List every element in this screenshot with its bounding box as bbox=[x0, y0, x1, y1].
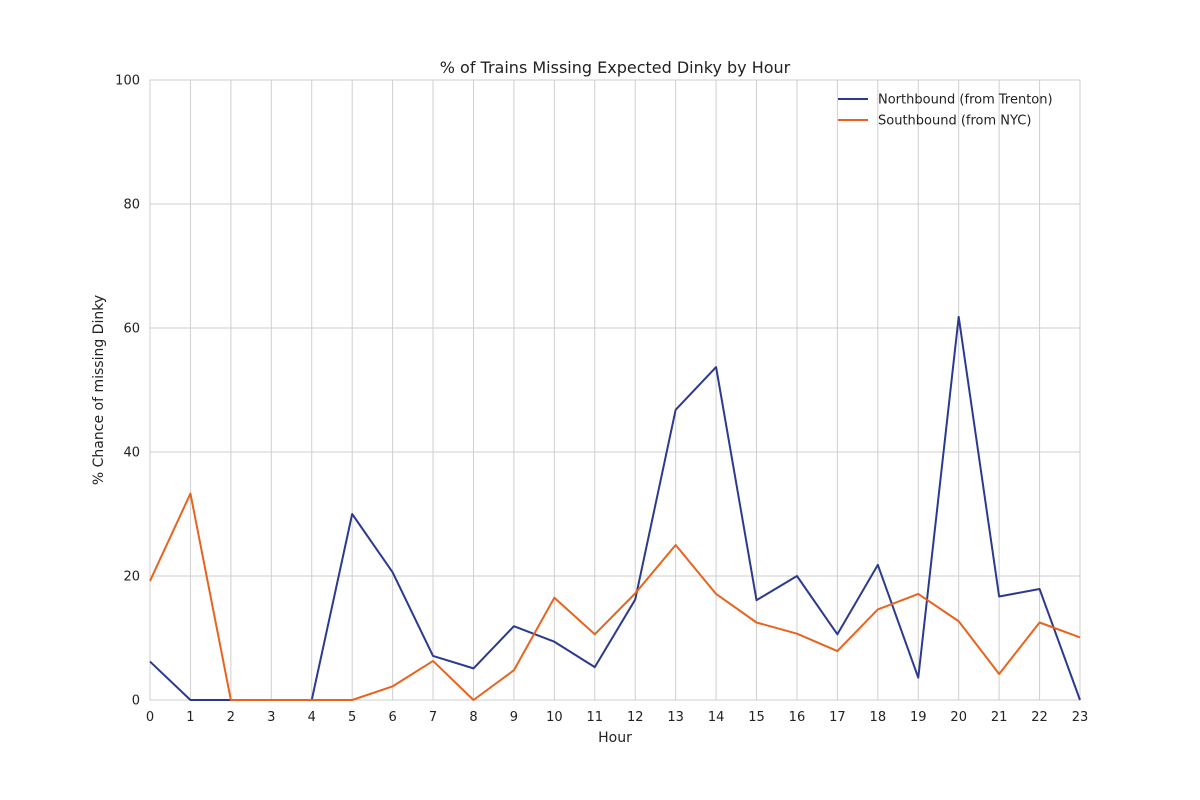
x-tick-label: 6 bbox=[388, 710, 396, 725]
x-tick-label: 14 bbox=[708, 710, 725, 725]
x-tick-label: 20 bbox=[950, 710, 967, 725]
x-tick-label: 1 bbox=[186, 710, 194, 725]
x-tick-label: 13 bbox=[667, 710, 684, 725]
y-axis-label: % Chance of missing Dinky bbox=[91, 295, 107, 485]
chart-title: % of Trains Missing Expected Dinky by Ho… bbox=[440, 58, 791, 77]
x-tick-label: 7 bbox=[429, 710, 437, 725]
x-tick-label: 4 bbox=[308, 710, 316, 725]
x-tick-label: 3 bbox=[267, 710, 275, 725]
x-tick-label: 22 bbox=[1031, 710, 1048, 725]
x-tick-labels: 0 1 2 3 4 5 6 7 8 9 10 11 12 13 14 15 16 17 18 19 20 21 22 23 bbox=[146, 710, 1088, 725]
x-tick-label: 21 bbox=[991, 710, 1008, 725]
y-tick-labels: 0 20 40 60 80 100 bbox=[115, 74, 140, 709]
x-tick-label: 23 bbox=[1072, 710, 1089, 725]
x-tick-label: 2 bbox=[227, 710, 235, 725]
y-tick-label: 0 bbox=[132, 694, 140, 709]
x-tick-label: 16 bbox=[789, 710, 806, 725]
legend-entry-label: Southbound (from NYC) bbox=[878, 114, 1031, 129]
x-tick-label: 12 bbox=[627, 710, 644, 725]
series-lines bbox=[149, 315, 1081, 701]
x-axis-label: Hour bbox=[598, 730, 632, 746]
x-tick-label: 9 bbox=[510, 710, 518, 725]
y-tick-label: 100 bbox=[115, 74, 140, 89]
y-tick-label: 40 bbox=[123, 446, 140, 461]
x-tick-label: 5 bbox=[348, 710, 356, 725]
x-tick-label: 17 bbox=[829, 710, 846, 725]
gridlines bbox=[149, 79, 1081, 701]
y-tick-label: 60 bbox=[123, 322, 140, 337]
series-line-southbound bbox=[149, 492, 1081, 701]
legend: Northbound (from Trenton) Southbound (fro… bbox=[838, 93, 1053, 129]
plot-frame bbox=[149, 79, 1081, 701]
x-tick-label: 15 bbox=[748, 710, 765, 725]
x-tick-label: 19 bbox=[910, 710, 927, 725]
x-tick-label: 11 bbox=[587, 710, 604, 725]
x-tick-label: 8 bbox=[469, 710, 477, 725]
y-tick-label: 80 bbox=[123, 198, 140, 213]
x-tick-label: 0 bbox=[146, 710, 154, 725]
x-tick-label: 10 bbox=[546, 710, 563, 725]
series-line-northbound bbox=[149, 315, 1081, 701]
y-tick-label: 20 bbox=[123, 570, 140, 585]
legend-entry-label: Northbound (from Trenton) bbox=[878, 93, 1053, 108]
x-tick-label: 18 bbox=[870, 710, 887, 725]
